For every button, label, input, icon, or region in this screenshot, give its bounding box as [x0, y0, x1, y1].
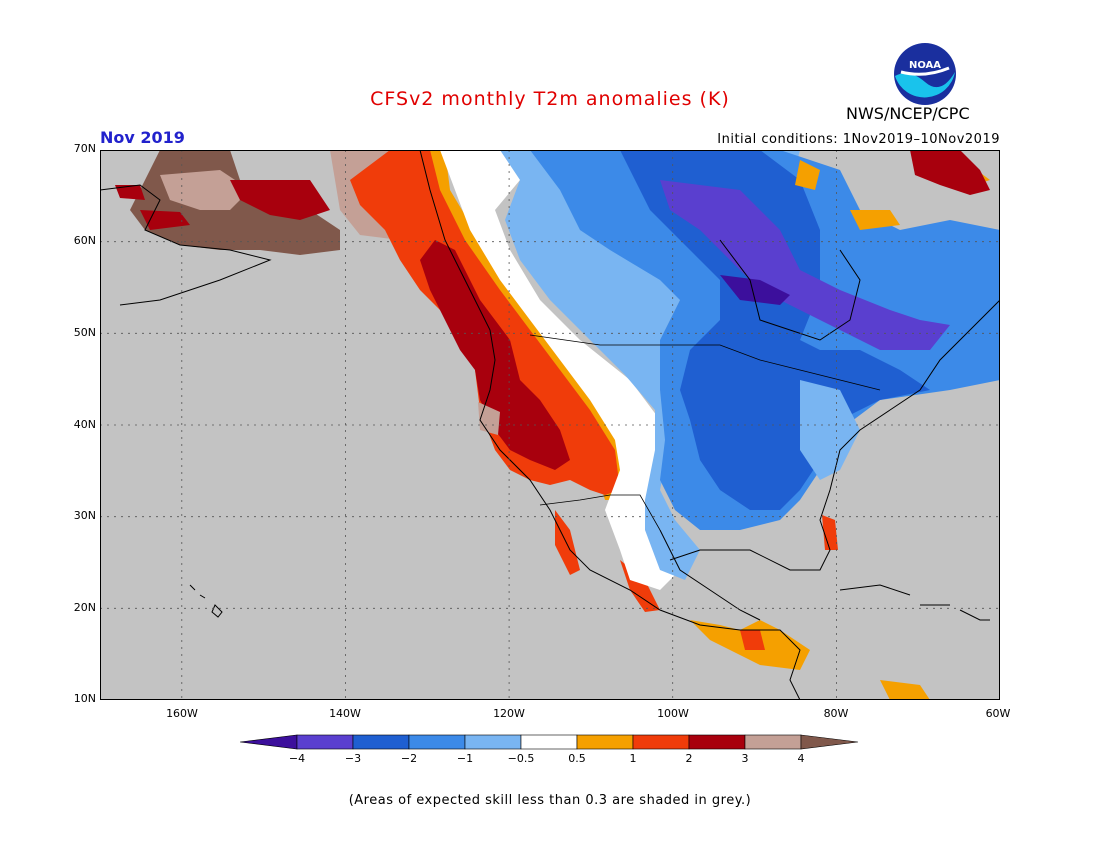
colorbar-cell — [520, 734, 578, 750]
colorbar-cell — [352, 734, 410, 750]
colorbar-tick-label: −1 — [456, 752, 474, 765]
lon-label: 160W — [166, 707, 198, 720]
colorbar-tick-label: 2 — [685, 752, 693, 765]
colorbar-tick-label: −2 — [400, 752, 418, 765]
florida-red-anomaly — [822, 515, 838, 550]
coastline-alaska — [100, 184, 272, 306]
lat-label: 20N — [73, 601, 96, 614]
lat-label: 60N — [73, 234, 96, 247]
arctic-darkred-anomaly — [910, 150, 990, 195]
lon-label: 140W — [329, 707, 361, 720]
mid-blue-anomaly — [620, 150, 930, 510]
colorbar-cell — [408, 734, 466, 750]
caribbean-islands — [839, 584, 990, 621]
purple-anomaly — [660, 180, 950, 350]
colorbar-cell — [632, 734, 690, 750]
map-frame — [100, 150, 1000, 700]
white-neutral-band — [440, 150, 680, 590]
colorbar-cell — [464, 734, 522, 750]
lat-label: 50N — [73, 326, 96, 339]
dark-purple-anomaly — [720, 275, 790, 305]
colorbar — [240, 734, 859, 750]
lon-label: 80W — [823, 707, 849, 720]
colorbar-tick-label: 1 — [629, 752, 637, 765]
colorbar-cell — [688, 734, 746, 750]
colorbar-extend-high — [800, 734, 859, 750]
lon-label: 120W — [493, 707, 525, 720]
skill-note: (Areas of expected skill less than 0.3 a… — [348, 793, 752, 808]
colorbar-cell — [744, 734, 802, 750]
noaa-logo-icon: NOAA — [894, 43, 956, 105]
coastline-east — [669, 299, 1000, 571]
coastline-hudson — [719, 239, 861, 341]
alaska-darkred-anomaly — [115, 180, 330, 230]
colorbar-tick-label: 4 — [797, 752, 805, 765]
agency-label: NWS/NCEP/CPC — [846, 104, 970, 123]
forecast-month: Nov 2019 — [100, 128, 185, 147]
logo-text: NOAA — [909, 60, 941, 71]
baja-red-anomaly — [555, 510, 660, 612]
west-darkred-anomaly — [420, 240, 570, 470]
colorbar-tick-label: −4 — [288, 752, 306, 765]
colorbar-tick-label: −3 — [344, 752, 362, 765]
lat-label: 70N — [73, 142, 96, 155]
lat-label: 40N — [73, 418, 96, 431]
alaska-tan-anomaly — [160, 170, 250, 210]
anomaly-map — [100, 150, 1000, 700]
light-blue-anomaly — [500, 150, 800, 580]
east-light-blue-anomaly — [800, 380, 860, 480]
lon-label: 100W — [657, 707, 689, 720]
colorbar-tick-label: −0.5 — [507, 752, 535, 765]
initial-conditions: Initial conditions: 1Nov2019–10Nov2019 — [717, 132, 1000, 147]
colorbar-tick-label: 3 — [741, 752, 749, 765]
us-canada-border — [529, 334, 881, 391]
us-mexico-border — [539, 494, 661, 531]
coastline-west — [419, 150, 801, 700]
lon-label: 60W — [985, 707, 1011, 720]
coastline-gulf — [659, 529, 761, 621]
hawaii-islands — [189, 584, 223, 618]
lat-label: 30N — [73, 509, 96, 522]
colorbar-cell — [576, 734, 634, 750]
colorbar-tick-label: 0.5 — [568, 752, 586, 765]
lat-label: 10N — [73, 692, 96, 705]
map-title: CFSv2 monthly T2m anomalies (K) — [370, 88, 730, 110]
colorbar-extend-low — [240, 734, 298, 750]
colorbar-cell — [296, 734, 354, 750]
graticule — [100, 150, 1000, 700]
central-america-red-anomaly — [740, 630, 765, 650]
